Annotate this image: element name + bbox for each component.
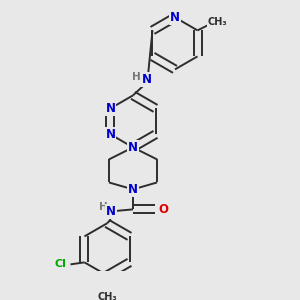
Text: N: N xyxy=(106,128,116,141)
Text: O: O xyxy=(158,203,168,216)
Text: N: N xyxy=(128,183,138,196)
Text: N: N xyxy=(106,205,116,218)
Text: CH₃: CH₃ xyxy=(97,292,117,300)
Text: N: N xyxy=(142,73,152,86)
Text: H: H xyxy=(99,202,107,212)
Text: CH₃: CH₃ xyxy=(208,17,227,27)
Text: Cl: Cl xyxy=(55,260,66,269)
Text: N: N xyxy=(128,141,138,154)
Text: N: N xyxy=(106,102,116,115)
Text: H: H xyxy=(132,72,140,82)
Text: N: N xyxy=(170,11,180,24)
